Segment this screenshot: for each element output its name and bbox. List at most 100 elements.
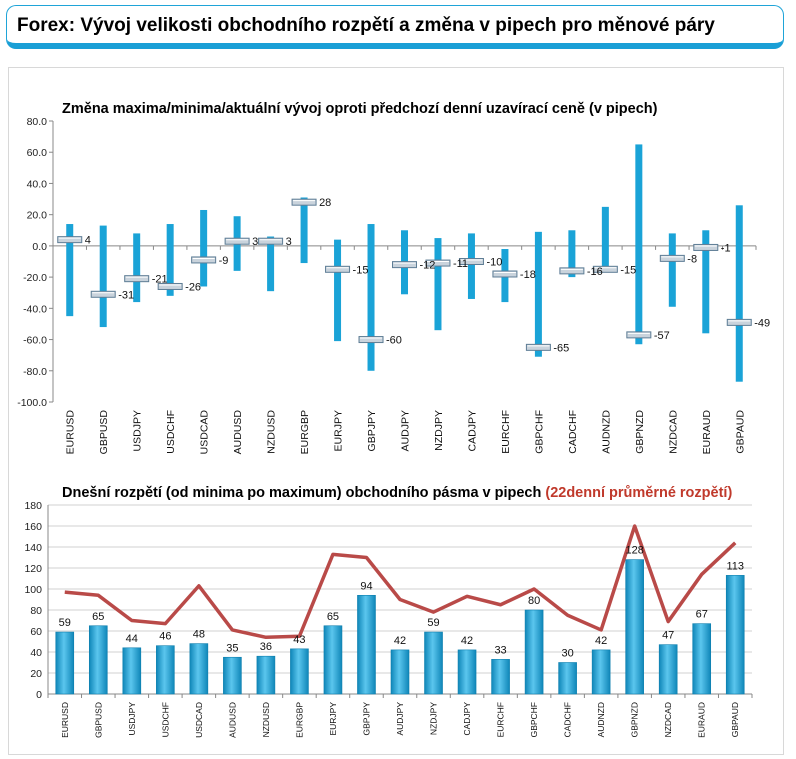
chart1-x-tick-label: USDCAD — [199, 410, 211, 455]
chart2-x-tick-label: EURAUD — [697, 702, 707, 738]
chart1-current-marker — [57, 236, 83, 244]
chart1-x-tick-label: NZDCAD — [667, 410, 679, 454]
chart1-data-label: 4 — [85, 235, 91, 247]
chart1-data-label: -16 — [587, 266, 603, 278]
chart1-data-label: -31 — [118, 289, 134, 301]
chart1-data-label: -10 — [486, 257, 502, 269]
chart1-x-tick-label: GBPCHF — [533, 410, 545, 454]
chart1-current-marker — [592, 265, 618, 273]
chart2-x-tick-label: GBPJPY — [361, 702, 371, 736]
chart1-data-label: -9 — [219, 255, 229, 267]
chart2-bar — [491, 659, 510, 695]
chart2-data-label: 35 — [226, 642, 238, 654]
chart2-x-tick-label: USDCHF — [160, 702, 170, 737]
chart2-data-label: 67 — [696, 609, 708, 621]
chart1-x-tick-label: GBPUSD — [98, 410, 110, 455]
chart1-x-tick-label: AUDJPY — [400, 410, 412, 451]
chart1-range-bar — [568, 230, 576, 278]
chart2-bar — [156, 645, 175, 695]
page-title: Forex: Vývoj velikosti obchodního rozpět… — [17, 15, 715, 36]
chart1-y-tick-label: 40.0 — [27, 178, 48, 190]
chart1-data-label: -1 — [721, 242, 731, 254]
chart2-data-label: 44 — [126, 633, 138, 645]
chart1-data-label: 3 — [286, 236, 292, 248]
chart1-range-bar — [200, 209, 208, 287]
chart1-y-tick-label: -20.0 — [23, 272, 47, 284]
chart1-current-marker — [458, 258, 484, 265]
chart1-data-label: -49 — [754, 317, 770, 329]
chart2-y-tick-label: 100 — [24, 584, 42, 596]
chart1-current-marker — [492, 270, 518, 278]
chart1-current-marker — [291, 198, 317, 206]
chart2-x-tick-label: USDCAD — [194, 702, 204, 738]
chart1-x-tick-label: NZDJPY — [433, 410, 445, 451]
chart2-bar — [122, 647, 142, 695]
chart2-data-label: 42 — [595, 635, 607, 647]
chart1-y-tick-label: 20.0 — [27, 210, 48, 222]
chart1-current-marker — [626, 331, 652, 339]
chart2-x-tick-label: GBPUSD — [93, 702, 103, 738]
chart2-bar — [357, 594, 376, 695]
chart1-x-tick-label: GBPNZD — [634, 410, 646, 454]
chart1-x-tick-label: CADCHF — [567, 410, 579, 454]
chart2-bar — [558, 662, 577, 695]
chart2-y-tick-label: 0 — [36, 689, 42, 701]
chart2-data-label: 94 — [360, 580, 372, 592]
chart1-current-marker — [425, 259, 451, 267]
chart1-x-tick-label: GBPJPY — [366, 410, 378, 451]
chart1-range-bar — [300, 197, 308, 264]
chart2-data-label: 42 — [461, 635, 473, 647]
chart2-x-tick-label: GBPAUD — [730, 702, 740, 737]
chart1-x-tick-label: EURUSD — [65, 410, 77, 455]
chart1-range-bar — [99, 225, 107, 328]
chart1-range-bar — [668, 233, 676, 307]
chart1-x-tick-label: USDCHF — [165, 410, 177, 454]
chart1-data-label: -21 — [152, 274, 168, 286]
chart1-range-bar — [133, 233, 141, 303]
chart2-x-tick-label: CADJPY — [462, 702, 472, 736]
chart1-y-tick-label: -40.0 — [23, 303, 47, 315]
chart2-data-label: 36 — [260, 641, 272, 653]
chart-panel — [8, 67, 784, 755]
chart1-x-tick-label: EURAUD — [701, 410, 713, 455]
chart1-data-label: -65 — [553, 342, 569, 354]
chart1-current-marker — [559, 267, 585, 275]
chart1-y-tick-label: 60.0 — [27, 147, 48, 159]
chart1-current-marker — [258, 237, 284, 245]
chart2-x-tick-label: EURCHF — [496, 702, 506, 737]
chart2-y-tick-label: 80 — [30, 605, 42, 617]
chart1-data-label: -18 — [520, 269, 536, 281]
chart1-data-label: -8 — [687, 253, 697, 265]
chart2-data-label: 48 — [193, 629, 205, 641]
chart2-bar — [88, 625, 108, 695]
chart1-data-label: 3 — [252, 236, 258, 248]
chart1-x-tick-label: EURGBP — [299, 410, 311, 454]
chart2-bar — [390, 649, 410, 695]
chart2-bar — [323, 625, 343, 695]
chart1-current-marker — [157, 282, 183, 290]
chart2-bar — [625, 559, 644, 695]
chart1-range-bar — [534, 231, 542, 357]
chart2-y-tick-label: 120 — [24, 563, 42, 575]
chart1-range-bar — [434, 238, 442, 331]
chart1-y-tick-label: -60.0 — [23, 335, 47, 347]
chart2-bar — [424, 631, 443, 695]
chart1-y-tick-label: -100.0 — [17, 397, 47, 409]
chart1-range-bar — [735, 205, 743, 382]
chart2-data-label: 59 — [59, 617, 71, 629]
chart1-data-label: -15 — [620, 264, 636, 276]
chart1-range-bar — [702, 230, 710, 334]
chart2-bar — [725, 575, 745, 695]
chart2-data-label: 65 — [92, 611, 104, 623]
chart1-range-bar — [66, 224, 74, 317]
chart2-y-tick-label: 180 — [24, 500, 42, 512]
chart2-bar — [457, 649, 477, 695]
chart1-data-label: -57 — [654, 330, 670, 342]
chart1-data-label: 28 — [319, 197, 331, 209]
chart1-range-bar — [166, 224, 174, 296]
chart2-data-label: 128 — [625, 545, 643, 557]
chart2-bar — [290, 648, 309, 695]
chart1-x-tick-label: GBPAUD — [734, 410, 746, 454]
chart1-range-bar — [334, 239, 342, 342]
chart1-current-marker — [693, 243, 719, 251]
